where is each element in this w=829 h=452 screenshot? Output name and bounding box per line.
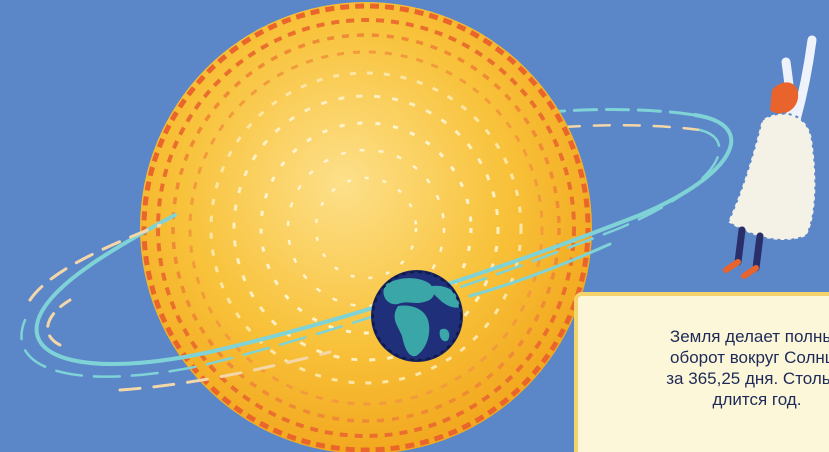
- caption-text: Земля делает полный оборот вокруг Солнца…: [592, 326, 829, 410]
- child-figure-icon: [723, 35, 817, 279]
- sun-icon: [140, 2, 592, 452]
- caption-line-4: длится год.: [712, 390, 802, 409]
- caption-box: [578, 296, 829, 452]
- earth-icon: [371, 270, 463, 362]
- caption-line-1: Земля делает полный: [669, 327, 829, 346]
- caption-line-3: за 365,25 дня. Столько: [666, 369, 829, 388]
- caption-line-2: оборот вокруг Солнца: [670, 348, 829, 367]
